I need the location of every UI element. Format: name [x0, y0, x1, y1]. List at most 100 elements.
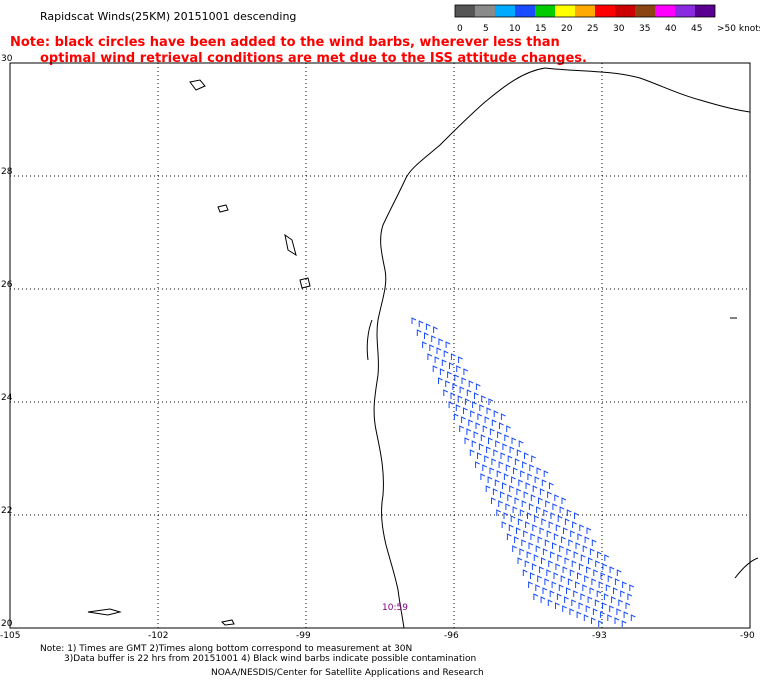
wind-barb: [480, 473, 486, 480]
legend-label: 15: [535, 24, 546, 34]
wind-barb: [547, 599, 553, 606]
wind-barb: [438, 338, 444, 345]
wind-barb: [464, 437, 470, 444]
wind-barb: [521, 500, 527, 507]
wind-barb: [593, 569, 599, 576]
note-line-1: Note: black circles have been added to t…: [10, 35, 560, 50]
wind-barb: [507, 494, 513, 501]
lon-tick-label: -99: [296, 631, 311, 641]
wind-barb: [523, 491, 529, 498]
wind-barb: [582, 584, 588, 591]
wind-barb: [512, 545, 517, 552]
wind-barb: [486, 446, 491, 453]
wind-barb: [509, 446, 515, 453]
wind-barb: [564, 596, 569, 603]
legend-label: 45: [691, 24, 702, 34]
wind-barb: [486, 407, 492, 414]
wind-barb: [474, 392, 479, 399]
wind-barb: [583, 614, 589, 621]
legend-label: 5: [483, 24, 489, 34]
wind-barb: [454, 374, 460, 381]
wind-barb: [458, 356, 463, 363]
wind-barb: [614, 617, 620, 624]
wind-barb: [569, 569, 575, 576]
wind-barb: [569, 608, 575, 615]
wind-barb: [466, 389, 472, 396]
legend-swatch: [575, 5, 595, 17]
wind-barb: [500, 413, 506, 420]
wind-barb: [596, 590, 602, 597]
wind-barb: [620, 590, 625, 597]
legend-swatch: [695, 5, 715, 17]
wind-barb: [563, 527, 568, 534]
wind-barb: [543, 509, 549, 516]
wind-barb: [550, 551, 555, 558]
legend-swatch: [615, 5, 635, 17]
wind-barb: [493, 410, 499, 417]
wind-barb: [445, 341, 451, 348]
wind-barb: [429, 344, 435, 351]
wind-barb: [520, 470, 525, 477]
wind-barb: [613, 587, 618, 594]
wind-barb: [506, 425, 511, 432]
wind-barb: [479, 404, 485, 411]
wind-barb: [528, 503, 534, 510]
wind-barb: [519, 509, 525, 516]
wind-barb: [456, 365, 461, 372]
wind-barb: [544, 578, 550, 585]
wind-barb: [439, 368, 445, 375]
wind-barb: [611, 596, 616, 603]
wind-barb: [500, 491, 505, 498]
lon-tick-label: -90: [740, 631, 755, 641]
wind-barb: [598, 581, 604, 588]
wind-barb: [457, 395, 463, 402]
wind-barb: [541, 479, 547, 486]
wind-barb: [493, 449, 499, 456]
wind-barb: [534, 515, 539, 522]
wind-barb: [551, 581, 557, 588]
wind-barb: [436, 347, 442, 354]
footer-note-1: Note: 1) Times are GMT 2)Times along bot…: [40, 644, 412, 654]
wind-barb: [592, 608, 598, 615]
wind-barb: [434, 356, 440, 363]
wind-barb: [491, 458, 497, 465]
wind-barb: [472, 401, 477, 408]
wind-barb: [427, 353, 433, 360]
wind-barb: [572, 521, 577, 528]
wind-barb: [566, 548, 572, 555]
wind-barb: [524, 560, 530, 567]
wind-barb: [529, 464, 535, 471]
wind-barb: [598, 620, 603, 627]
wind-barb: [450, 392, 456, 399]
wind-barb: [438, 377, 443, 384]
wind-barb: [557, 554, 563, 561]
wind-barb: [559, 506, 565, 513]
wind-barb: [537, 536, 543, 543]
wind-barb: [424, 332, 429, 339]
wind-barb: [562, 566, 568, 573]
wind-barb: [555, 563, 561, 570]
wind-barb: [564, 518, 570, 525]
lat-lon-grid: -105 -102 -99 -96 -93 -90 30 28 26 24 22 20: [0, 54, 755, 641]
wind-barb: [571, 599, 577, 606]
wind-barb: [603, 593, 609, 600]
wind-barb: [571, 560, 577, 567]
wind-barb: [616, 608, 622, 615]
wind-barb: [602, 563, 608, 570]
wind-barb: [533, 554, 539, 561]
wind-barb: [516, 527, 521, 534]
legend-label: 30: [613, 24, 625, 34]
wind-barb: [463, 368, 469, 375]
wind-barb: [491, 497, 496, 504]
footer-note-2: 3)Data buffer is 22 hrs from 20151001 4)…: [64, 654, 476, 664]
wind-barb: [514, 458, 520, 465]
wind-barb: [502, 482, 507, 489]
wind-barb: [525, 521, 530, 528]
lat-tick-label: 20: [1, 619, 13, 629]
wind-barb: [556, 593, 562, 600]
pass-time-label: 10:59: [382, 603, 408, 613]
wind-barb: [527, 512, 532, 519]
wind-barb: [591, 578, 597, 585]
wind-barb: [553, 533, 559, 540]
lat-tick-label: 24: [1, 393, 13, 403]
